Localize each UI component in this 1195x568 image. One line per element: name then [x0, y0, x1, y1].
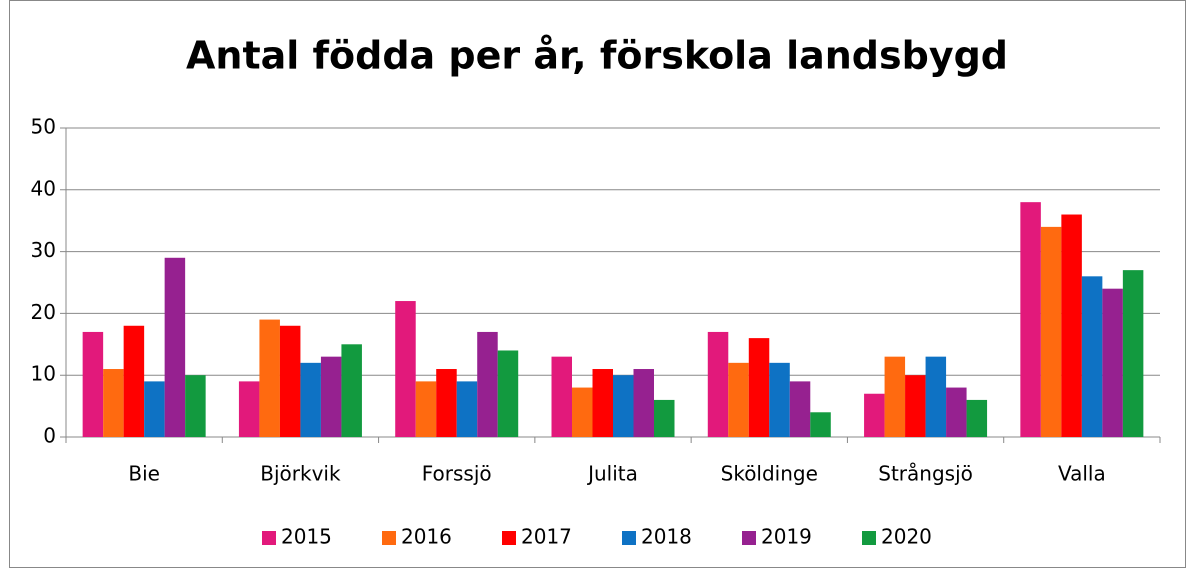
- bar: [123, 325, 145, 437]
- bar: [164, 257, 186, 437]
- legend-label: 2019: [761, 525, 812, 549]
- legend-swatch: [742, 531, 756, 545]
- bar: [810, 412, 831, 437]
- bar: [1122, 270, 1144, 437]
- chart-border: [9, 0, 1186, 568]
- x-tick-label: Sköldinge: [721, 462, 818, 486]
- bar: [905, 375, 926, 437]
- bar: [300, 362, 321, 437]
- y-tick-label: 10: [31, 362, 56, 386]
- bar: [279, 325, 301, 437]
- bar: [1020, 202, 1041, 437]
- y-tick-label: 40: [31, 176, 56, 200]
- bar: [654, 399, 675, 437]
- y-tick-label: 50: [31, 115, 56, 139]
- bar: [884, 356, 906, 437]
- bar: [1040, 226, 1062, 437]
- bar: [320, 356, 342, 437]
- x-tick-label: Strångsjö: [878, 462, 973, 486]
- bar: [613, 375, 634, 437]
- x-tick-label: Julita: [586, 462, 638, 486]
- legend-swatch: [862, 531, 876, 545]
- bar: [966, 399, 988, 437]
- bar: [592, 369, 613, 437]
- bar: [1061, 214, 1082, 437]
- x-tick-label: Valla: [1058, 462, 1106, 486]
- bar: [477, 331, 498, 437]
- legend-swatch: [262, 531, 276, 545]
- legend-swatch: [622, 531, 636, 545]
- bar: [572, 387, 593, 437]
- bar: [238, 381, 260, 437]
- legend-label: 2015: [281, 525, 332, 549]
- bar: [551, 356, 572, 437]
- bar: [341, 344, 362, 437]
- bar: [82, 331, 104, 437]
- bar: [789, 381, 811, 437]
- bar: [497, 350, 519, 437]
- bar: [864, 393, 885, 437]
- bar: [456, 381, 478, 437]
- bar: [259, 319, 280, 437]
- bar: [728, 362, 749, 437]
- bar: [633, 369, 654, 437]
- legend-label: 2020: [881, 525, 932, 549]
- bar: [925, 356, 947, 437]
- legend-swatch: [502, 531, 516, 545]
- bar: [748, 338, 770, 437]
- chart-title: Antal födda per år, förskola landsbygd: [186, 34, 1008, 78]
- bar: [946, 387, 967, 437]
- bar: [185, 375, 206, 437]
- bar: [769, 362, 790, 437]
- bar: [415, 381, 437, 437]
- bar: [395, 301, 416, 437]
- x-tick-label: Forssjö: [422, 462, 492, 486]
- bar: [144, 381, 165, 437]
- legend-label: 2017: [521, 525, 572, 549]
- legend-label: 2016: [401, 525, 452, 549]
- bar: [1081, 276, 1103, 437]
- bar: [707, 331, 729, 437]
- y-tick-label: 20: [31, 300, 56, 324]
- bar: [436, 369, 457, 437]
- legend-swatch: [382, 531, 396, 545]
- y-tick-label: 0: [43, 424, 56, 448]
- bar: [1102, 288, 1123, 437]
- x-tick-label: Björkvik: [260, 462, 341, 486]
- legend-label: 2018: [641, 525, 692, 549]
- bar: [103, 369, 124, 437]
- y-tick-label: 30: [31, 238, 56, 262]
- x-tick-label: Bie: [128, 462, 160, 486]
